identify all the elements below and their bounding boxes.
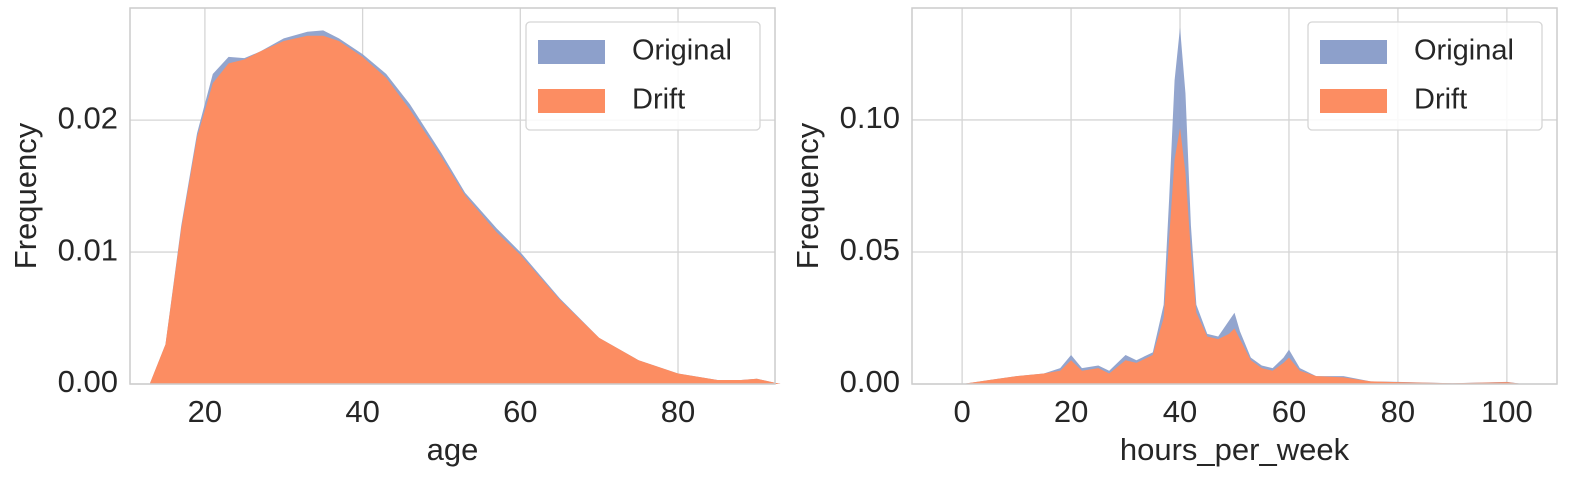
legend-swatch [1320, 89, 1387, 113]
x-tick-label: 0 [953, 394, 970, 429]
y-axis-label: Frequency [790, 122, 825, 269]
density-area [962, 127, 1524, 384]
x-tick-label: 60 [503, 394, 537, 429]
y-tick-label: 0.00 [840, 364, 900, 399]
y-tick-label: 0.01 [58, 232, 118, 267]
legend-label: Original [632, 35, 732, 67]
x-tick-label: 40 [1163, 394, 1197, 429]
y-tick-label: 0.02 [58, 100, 118, 135]
legend-label: Drift [632, 84, 685, 116]
density-area [149, 35, 781, 384]
axes-frame [129, 7, 776, 385]
x-axis-label: age [427, 432, 479, 467]
y-tick-label: 0.10 [840, 100, 900, 135]
x-tick-label: 80 [1381, 394, 1415, 429]
legend: Original Drift [1307, 21, 1543, 131]
legend-label: Original [1414, 35, 1514, 67]
legend-label: Drift [1414, 84, 1467, 116]
axes-frame [911, 7, 1558, 385]
legend-swatch [1320, 40, 1387, 64]
legend-swatch [538, 40, 605, 64]
x-tick-label: 40 [345, 394, 379, 429]
legend-swatch [538, 89, 605, 113]
x-tick-label: 20 [188, 394, 222, 429]
legend: Original Drift [525, 21, 761, 131]
y-tick-label: 0.00 [58, 364, 118, 399]
y-axis-label: Frequency [8, 122, 43, 269]
y-tick-label: 0.05 [840, 232, 900, 267]
x-tick-label: 80 [661, 394, 695, 429]
panel: 20 40 60 80 0.00 0.01 0.02 age Frequency Original… [8, 7, 781, 467]
x-tick-label: 60 [1272, 394, 1306, 429]
x-tick-label: 20 [1054, 394, 1088, 429]
x-tick-label: 100 [1481, 394, 1533, 429]
panel: 0 20 40 60 80 100 0.00 0.05 0.10 hours_per_week Fr… [790, 7, 1558, 467]
x-axis-label: hours_per_week [1120, 432, 1350, 467]
